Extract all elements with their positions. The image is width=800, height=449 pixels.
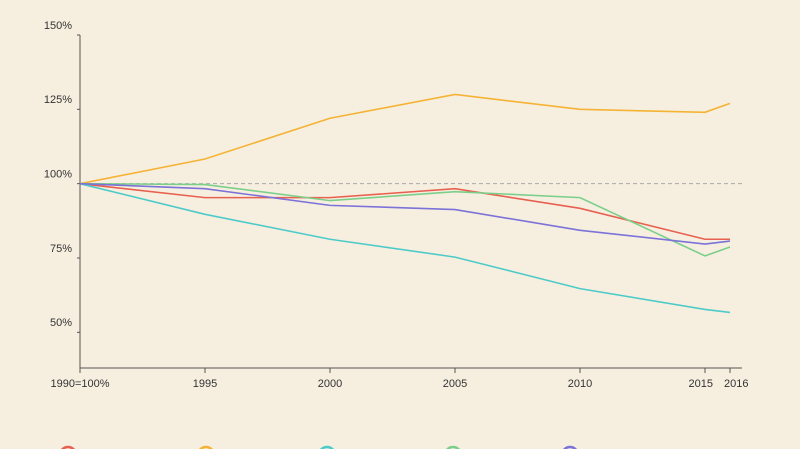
legend-marker [562,445,578,449]
legend-marker [198,445,214,449]
series-line [79,182,731,257]
y-tick-label: 50% [50,317,72,329]
series-line [79,182,731,314]
x-tick-label: 2016 [724,378,748,390]
y-tick-label: 150% [44,20,72,32]
series-line [79,182,730,241]
x-tick-label: 1995 [193,378,217,390]
x-tick-label: 2015 [689,378,713,390]
series-line [79,182,731,245]
x-tick-label: 1990=100% [50,378,109,390]
legend-marker [319,445,335,449]
legend-marker [60,445,76,449]
x-tick-label: 2010 [568,378,592,390]
legend-marker [445,445,461,449]
y-tick-label: 125% [44,94,72,106]
series-line [79,93,731,185]
y-tick-label: 75% [50,243,72,255]
x-tick-label: 2005 [443,378,467,390]
x-tick-label: 2000 [318,378,342,390]
y-tick-label: 100% [44,169,72,181]
